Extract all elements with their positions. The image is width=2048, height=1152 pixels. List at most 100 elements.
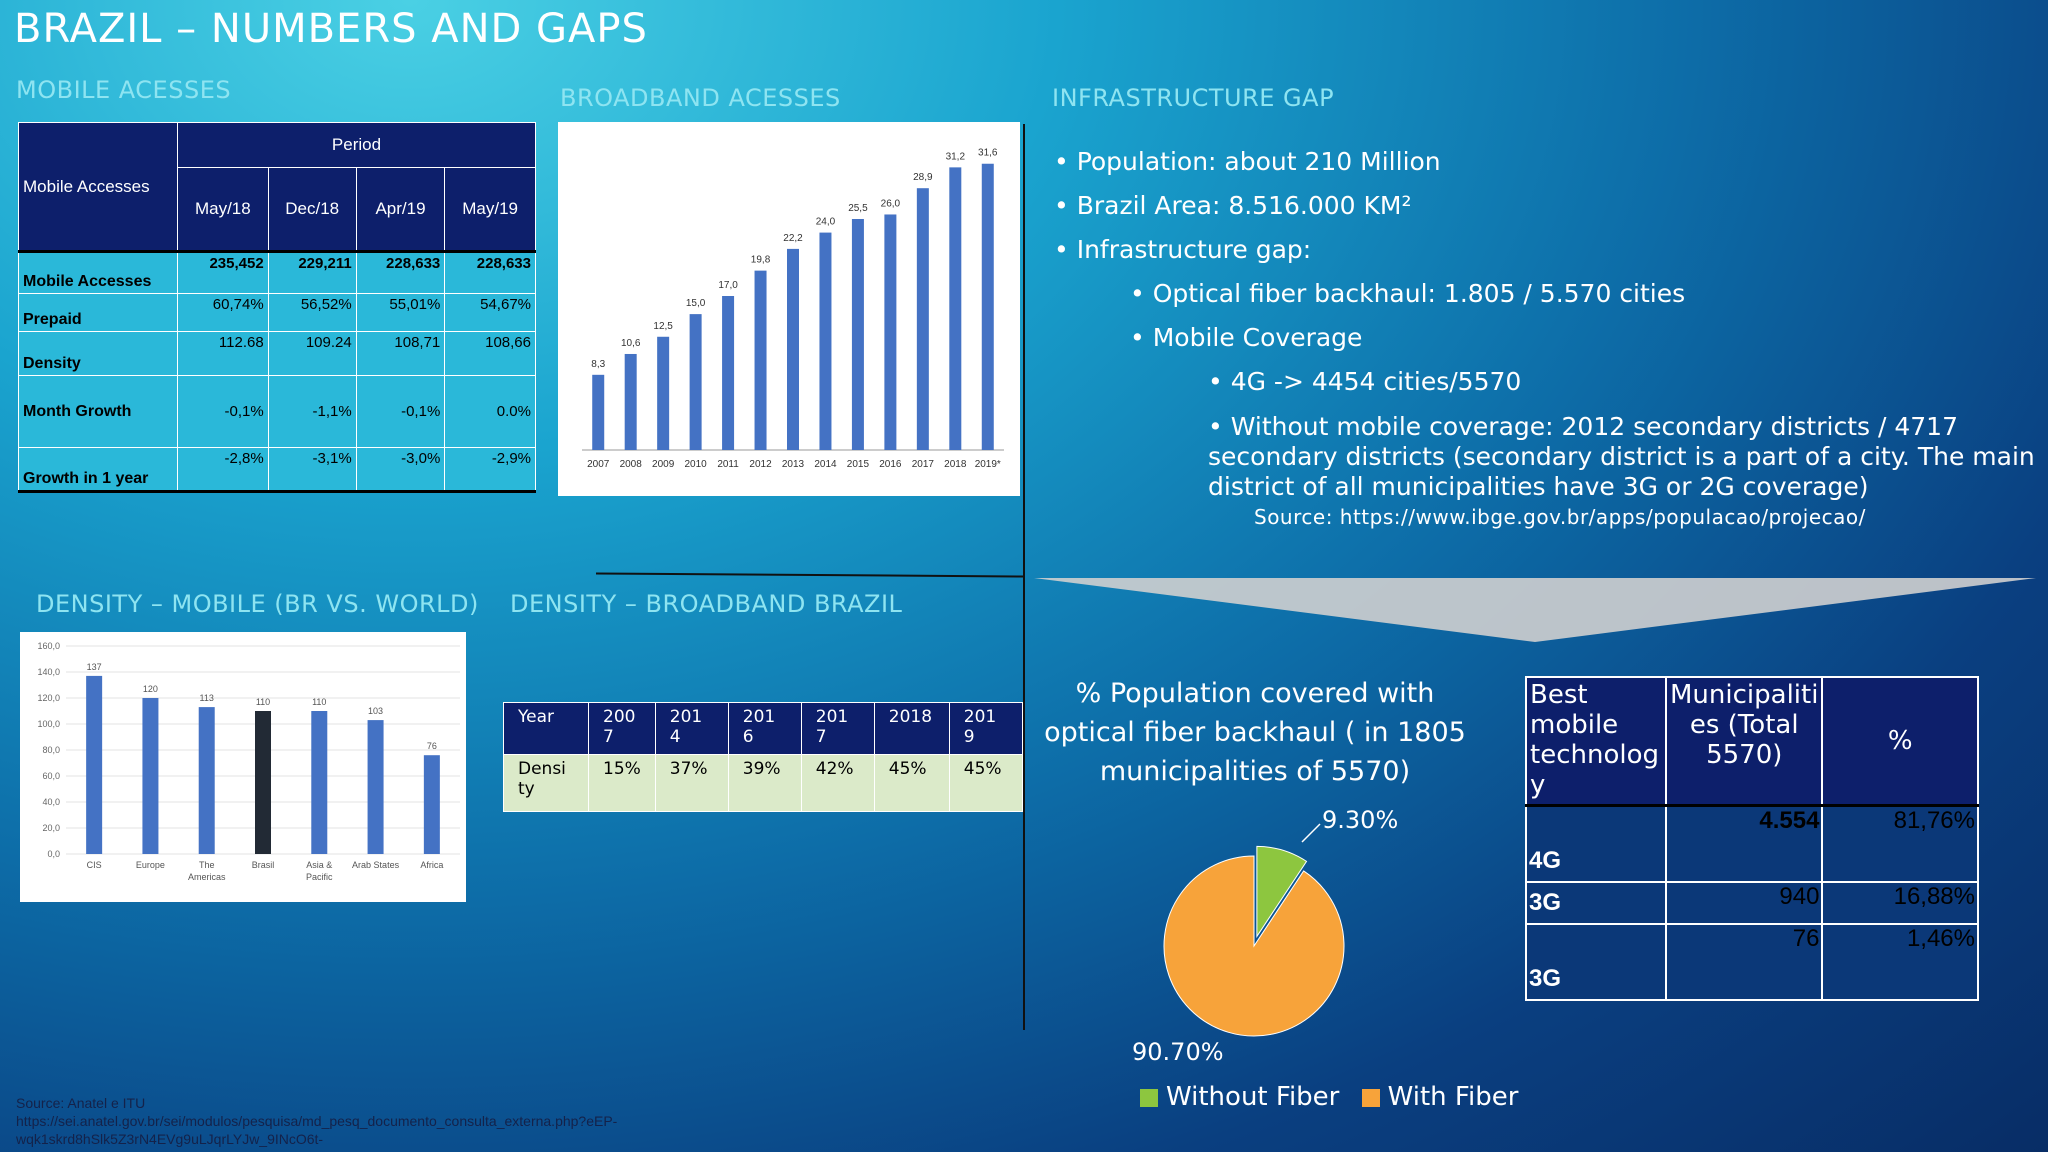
cell: -3,0%: [355, 447, 446, 493]
source-url[interactable]: https://sei.anatel.gov.br/sei/modulos/pe…: [16, 1113, 618, 1129]
horizontal-divider: [595, 572, 1025, 578]
x-tick-label: 2017: [912, 459, 935, 470]
cell: -0,1%: [177, 375, 269, 448]
table-row: Growth in 1 year -2,8% -3,1% -3,0% -2,9%: [18, 447, 536, 493]
x-tick-label: 2008: [620, 459, 643, 470]
bar: [624, 353, 637, 450]
page-title: BRAZIL – NUMBERS AND GAPS: [14, 6, 648, 52]
bar: [142, 698, 159, 854]
x-tick-label: Pacific: [306, 872, 333, 882]
legend-swatch: [1361, 1088, 1380, 1107]
bullet-without-coverage: • Without mobile coverage: 2012 secondar…: [1208, 412, 2035, 501]
x-tick-label: 2011: [717, 459, 739, 470]
fiber-pie-chart: 9.30% 90.70%: [1132, 806, 1398, 1066]
column-header: Dec/18: [267, 167, 357, 252]
data-label: 90.70%: [1132, 1038, 1224, 1066]
cell: 37%: [654, 753, 729, 812]
data-label: 110: [312, 697, 326, 707]
cell: 42%: [800, 753, 875, 812]
table-row: 4G 4.554 81,76%: [1525, 804, 1979, 883]
header-cell: 200 7: [588, 702, 656, 755]
bar: [916, 188, 929, 450]
mobile-accesses-heading: MOBILE ACESSES: [16, 76, 232, 104]
data-label: 76: [427, 741, 437, 751]
density-mobile-bar-chart: 0,0 20,0 40,0 60,0 80,0 100,0 120,0 140,0 160,0 1…: [37, 641, 460, 882]
data-label: 31,6: [978, 148, 998, 159]
cell: 81,76%: [1821, 804, 1979, 883]
source-url-cont[interactable]: wqk1skrd8hSlk5Z3rN4EVg9uLJqrLYJw_9INcO6t…: [16, 1131, 324, 1147]
bar: [592, 374, 605, 450]
cell: -3,1%: [267, 447, 357, 493]
cell: 56,52%: [267, 293, 357, 332]
pie-legend: Without Fiber With Fiber: [1140, 1082, 1518, 1112]
bar: [311, 711, 328, 854]
x-tick-label: Arab States: [352, 860, 400, 870]
data-label: 25,5: [848, 203, 868, 214]
cell: 55,01%: [355, 293, 446, 332]
bar: [423, 755, 440, 854]
table-row: 3G 76 1,46%: [1525, 922, 1979, 1001]
x-tick-label: Americas: [188, 872, 226, 882]
row-label: Density: [18, 331, 178, 376]
x-tick-label: 2019*: [975, 459, 1001, 470]
x-tick-label: 2018: [944, 459, 967, 470]
legend-item-with-fiber: With Fiber: [1361, 1082, 1518, 1112]
infrastructure-gap-heading: INFRASTRUCTURE GAP: [1052, 84, 1335, 112]
y-tick-label: 20,0: [42, 823, 60, 833]
bullet-population: • Population: about 210 Million: [1054, 147, 1441, 176]
data-label: 19,8: [751, 255, 771, 266]
table-row: 3G 940 16,88%: [1525, 880, 1979, 925]
cell: 4.554: [1664, 804, 1824, 883]
density-broadband-table: Year 200 7 201 4 201 6 201 7 2018 201 9 …: [503, 702, 1023, 812]
chevron-down-arrow: [1034, 578, 2036, 642]
row-label: Growth in 1 year: [18, 447, 178, 493]
table-header-row: Year 200 7 201 4 201 6 201 7 2018 201 9: [503, 702, 1023, 755]
tech-label: 3G: [1525, 922, 1667, 1001]
cell: 108,71: [355, 331, 446, 376]
cell: 940: [1664, 880, 1824, 925]
table-row: Density 112.68 109.24 108,71 108,66: [18, 331, 536, 376]
header-cell: 201 4: [654, 702, 729, 755]
bar: [851, 219, 864, 450]
cell: -1,1%: [267, 375, 357, 448]
cell: -0,1%: [355, 375, 446, 448]
bar: [657, 336, 670, 450]
pie-slice-without-fiber: [1256, 845, 1308, 939]
broadband-bar-chart: 8,3 2007 10,6 2008 12,5 2009 15,0 2010 17,0 2011 1…: [582, 148, 1004, 470]
data-label: 103: [368, 706, 383, 716]
cell: 0.0%: [444, 375, 536, 448]
header-cell: Municipaliti es (Total 5570): [1664, 676, 1824, 807]
data-label: 137: [87, 662, 102, 672]
x-tick-label: Africa: [420, 860, 443, 870]
y-tick-label: 160,0: [37, 641, 60, 651]
best-technology-table: Best mobile technolog y Municipaliti es …: [1525, 676, 1979, 1001]
bar: [689, 314, 702, 450]
data-label: 113: [200, 693, 214, 703]
source-line: Source: Anatel e ITU: [16, 1095, 146, 1111]
legend-swatch: [1140, 1088, 1158, 1107]
cell: 112.68: [177, 331, 269, 376]
density-broadband-heading: DENSITY – BROADBAND BRAZIL: [510, 590, 903, 618]
bar: [198, 707, 215, 854]
data-label: 17,0: [718, 280, 738, 291]
header-cell: 201 7: [800, 702, 875, 755]
bar: [949, 167, 962, 451]
x-tick-label: 2016: [879, 459, 902, 470]
table-row: Densi ty 15% 37% 39% 42% 45% 45%: [503, 753, 1023, 812]
data-label: 10,6: [621, 338, 641, 349]
x-tick-label: 2007: [587, 459, 610, 470]
cell: 60,74%: [177, 293, 269, 332]
data-label: 9.30%: [1322, 806, 1398, 834]
x-tick-label: Brasil: [252, 860, 275, 870]
density-mobile-heading: DENSITY – MOBILE (BR VS. WORLD): [36, 590, 479, 618]
cell: 228,633: [444, 250, 536, 294]
cell: 229,211: [267, 250, 357, 294]
bar: [722, 296, 735, 450]
cell: 235,452: [177, 250, 269, 294]
bullet-optical-fiber: • Optical fiber backhaul: 1.805 / 5.570 …: [1130, 279, 1686, 308]
cell: -2,8%: [177, 447, 269, 493]
data-label: 22,2: [783, 233, 803, 244]
column-header: Apr/19: [355, 167, 446, 252]
bar: [367, 720, 384, 854]
header-cell: 201 9: [948, 702, 1023, 755]
